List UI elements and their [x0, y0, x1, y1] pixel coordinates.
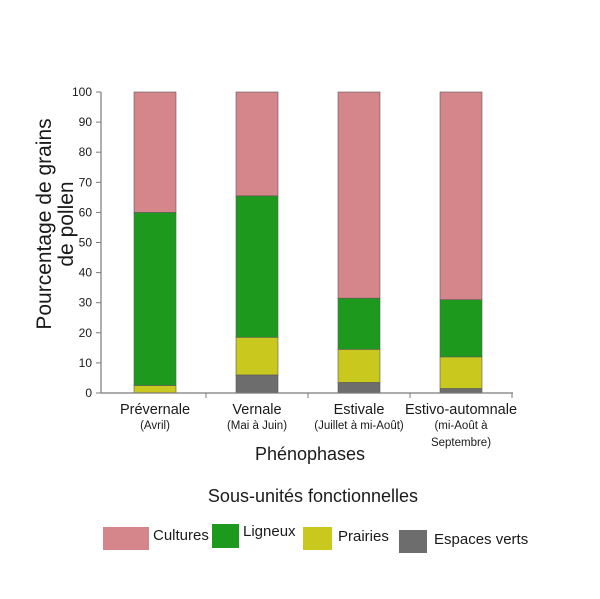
x-tick-label: Estivo-automnale	[405, 402, 517, 418]
bar-segment-cultures	[235, 91, 279, 197]
bar-segment-prairies	[235, 337, 279, 376]
legend-swatch-cultures	[103, 527, 149, 550]
bar-segment-cultures	[133, 91, 177, 213]
x-tick-sublabel: (Mai à Juin)	[227, 420, 287, 432]
y-tick-label: 20	[79, 326, 93, 340]
y-tick-label: 90	[79, 115, 93, 129]
legend-swatch-prairies	[303, 527, 332, 550]
bar-segment-prairies	[439, 356, 483, 389]
x-tick-sublabel: (Juillet à mi-Août)	[314, 420, 404, 432]
bar-segment-ligneux	[337, 297, 381, 350]
x-tick-sublabel: (mi-Août à	[434, 420, 488, 432]
x-tick-sublabel: (Avril)	[140, 420, 170, 432]
x-axis-label: Phénophases	[254, 444, 366, 464]
legend-label-espaces-verts: Espaces verts	[434, 531, 529, 548]
legend-swatch-ligneux	[212, 524, 239, 548]
x-tick-label: Estivale	[334, 402, 385, 418]
bar-segment-ligneux	[133, 212, 177, 386]
legend-label-ligneux: Ligneux	[243, 523, 296, 540]
y-tick-label: 50	[79, 236, 93, 250]
x-tick-sublabel: Septembre)	[431, 437, 491, 449]
bar-segment-ligneux	[235, 195, 279, 338]
y-tick-label: 80	[79, 145, 93, 159]
x-tick-label: Prévernale	[120, 402, 190, 418]
y-tick-label: 10	[79, 356, 93, 370]
x-tick-label: Vernale	[232, 402, 281, 418]
y-tick-label: 30	[79, 296, 93, 310]
bar-segment-espaces-verts	[439, 388, 483, 394]
bar-segment-ligneux	[439, 299, 483, 358]
y-axis-label: Pourcentage de grains de pollen	[33, 118, 78, 330]
bar-segment-prairies	[337, 349, 381, 383]
y-tick-label: 60	[79, 205, 93, 219]
y-tick-label: 70	[79, 175, 93, 189]
bar-segment-cultures	[337, 91, 381, 299]
y-tick-label: 100	[72, 85, 92, 99]
bar-segment-prairies	[133, 385, 177, 394]
y-tick-label: 0	[85, 386, 92, 400]
bar-segment-espaces-verts	[235, 374, 279, 394]
y-tick-label: 40	[79, 266, 93, 280]
legend-swatch-espaces-verts	[399, 530, 427, 553]
legend-title: Sous-unités fonctionnelles	[207, 486, 419, 506]
legend-label-prairies: Prairies	[338, 528, 389, 545]
bar-segment-espaces-verts	[337, 382, 381, 394]
bar-segment-cultures	[439, 91, 483, 300]
legend-label-cultures: Cultures	[153, 527, 209, 544]
